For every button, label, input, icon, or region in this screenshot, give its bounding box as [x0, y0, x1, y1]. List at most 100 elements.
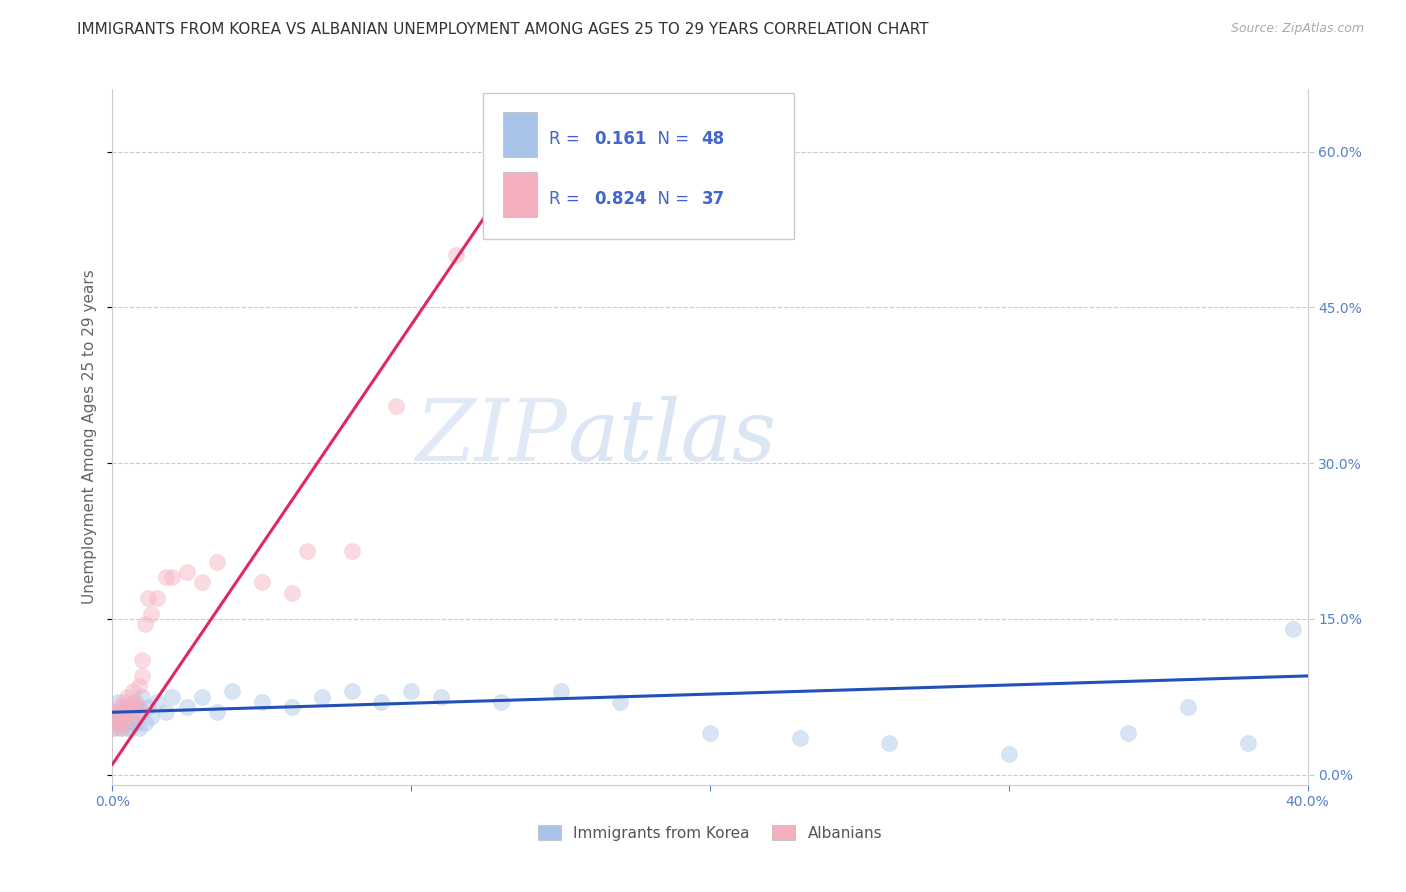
Point — [125, 695, 148, 709]
Point — [281, 700, 304, 714]
Point — [146, 591, 169, 605]
Point — [120, 706, 142, 720]
Point — [138, 700, 160, 714]
Point — [101, 721, 124, 735]
Point — [176, 700, 198, 714]
Point — [110, 715, 132, 730]
Point — [104, 706, 127, 720]
Point — [114, 700, 135, 714]
Point — [122, 706, 145, 720]
Point — [128, 721, 150, 735]
Text: 0.161: 0.161 — [595, 130, 647, 148]
Text: 48: 48 — [702, 130, 724, 148]
Text: ZIP: ZIP — [415, 396, 567, 478]
Point — [205, 555, 228, 569]
Point — [125, 706, 148, 720]
Point — [138, 591, 160, 605]
Point — [134, 715, 156, 730]
Point — [120, 721, 142, 735]
Point — [998, 747, 1021, 761]
Point — [609, 695, 631, 709]
Point — [281, 586, 304, 600]
Point — [1281, 622, 1303, 636]
Point — [141, 607, 163, 621]
Point — [107, 715, 129, 730]
Point — [141, 710, 163, 724]
Point — [134, 617, 156, 632]
Point — [110, 721, 132, 735]
Point — [128, 700, 150, 714]
Point — [401, 684, 423, 698]
Point — [122, 695, 145, 709]
Point — [155, 570, 177, 584]
Point — [250, 695, 273, 709]
Point — [117, 706, 139, 720]
Point — [125, 700, 148, 714]
Point — [131, 690, 153, 704]
Point — [489, 695, 512, 709]
Text: IMMIGRANTS FROM KOREA VS ALBANIAN UNEMPLOYMENT AMONG AGES 25 TO 29 YEARS CORRELA: IMMIGRANTS FROM KOREA VS ALBANIAN UNEMPL… — [77, 22, 929, 37]
Point — [110, 706, 132, 720]
Point — [107, 700, 129, 714]
Point — [131, 669, 153, 683]
Point — [162, 570, 183, 584]
Text: R =: R = — [548, 130, 585, 148]
Point — [550, 684, 572, 698]
Point — [122, 684, 145, 698]
Point — [311, 690, 333, 704]
Point — [117, 700, 139, 714]
Point — [444, 248, 467, 262]
Point — [110, 721, 132, 735]
Point — [120, 710, 142, 724]
Point — [1237, 736, 1260, 750]
Point — [122, 715, 145, 730]
Text: N =: N = — [647, 130, 695, 148]
Point — [146, 695, 169, 709]
Point — [104, 721, 127, 735]
Text: 37: 37 — [702, 190, 725, 208]
Point — [114, 695, 135, 709]
Bar — [503, 112, 537, 157]
Point — [191, 690, 214, 704]
Point — [101, 715, 124, 730]
Point — [114, 715, 135, 730]
Legend: Immigrants from Korea, Albanians: Immigrants from Korea, Albanians — [531, 819, 889, 847]
Point — [879, 736, 901, 750]
Y-axis label: Unemployment Among Ages 25 to 29 years: Unemployment Among Ages 25 to 29 years — [82, 269, 97, 605]
Point — [117, 690, 139, 704]
Point — [128, 679, 150, 693]
Point — [370, 695, 392, 709]
Point — [1118, 726, 1140, 740]
Text: R =: R = — [548, 190, 585, 208]
Point — [340, 684, 363, 698]
Point — [125, 715, 148, 730]
Point — [340, 544, 363, 558]
Text: atlas: atlas — [567, 396, 776, 478]
Point — [107, 695, 129, 709]
Point — [110, 706, 132, 720]
Point — [699, 726, 721, 740]
Point — [104, 715, 127, 730]
Point — [104, 706, 127, 720]
Point — [162, 690, 183, 704]
Point — [120, 700, 142, 714]
Bar — [503, 172, 537, 218]
Point — [117, 721, 139, 735]
Point — [295, 544, 318, 558]
Point — [107, 710, 129, 724]
Point — [430, 690, 453, 704]
Point — [114, 715, 135, 730]
Text: N =: N = — [647, 190, 695, 208]
Point — [131, 706, 153, 720]
FancyBboxPatch shape — [484, 93, 794, 239]
Point — [176, 565, 198, 579]
Point — [131, 653, 153, 667]
Text: 0.824: 0.824 — [595, 190, 647, 208]
Text: Source: ZipAtlas.com: Source: ZipAtlas.com — [1230, 22, 1364, 36]
Point — [191, 575, 214, 590]
Point — [155, 706, 177, 720]
Point — [789, 731, 811, 746]
Point — [250, 575, 273, 590]
Point — [205, 706, 228, 720]
Point — [385, 399, 408, 413]
